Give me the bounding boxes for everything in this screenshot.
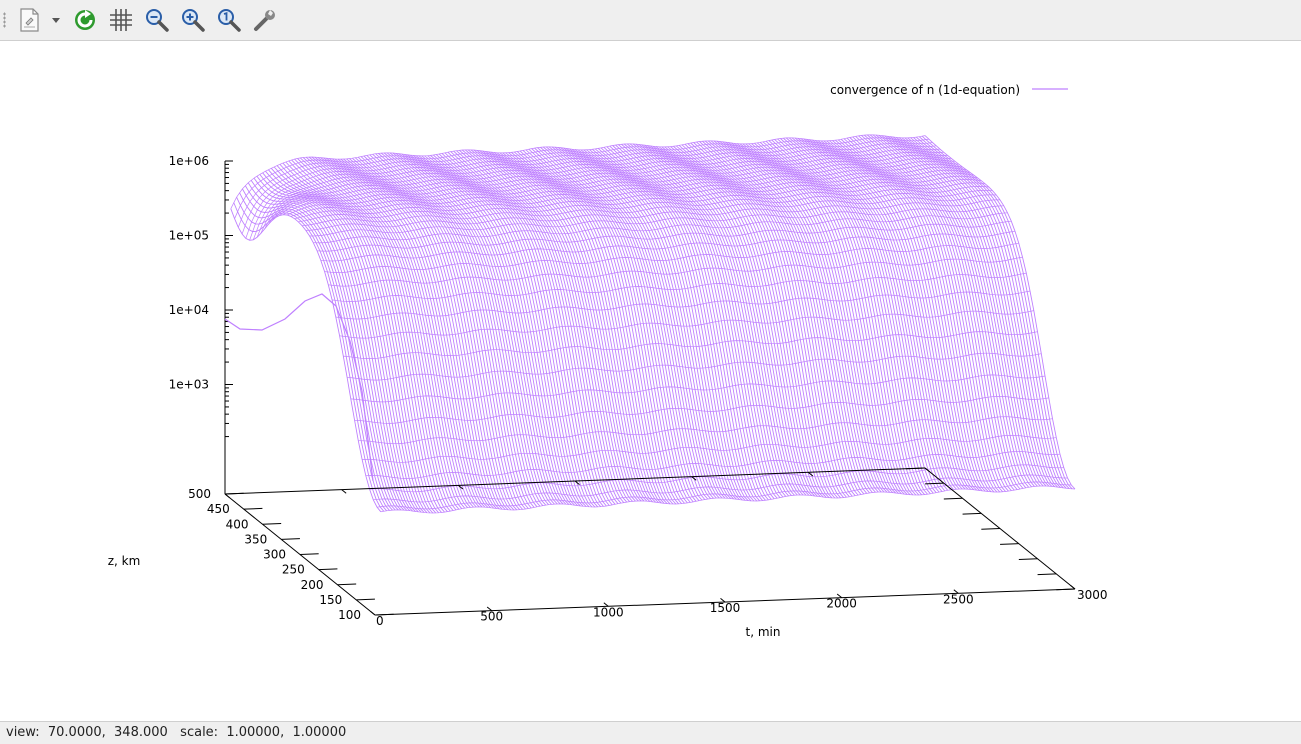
- t-axis-back-tick: [924, 467, 930, 473]
- t-axis-back-tick: [574, 480, 580, 486]
- z-axis-tick: [374, 613, 394, 616]
- z-axis-right-tick: [906, 467, 926, 470]
- z-axis-tick: [262, 523, 282, 525]
- grid-icon[interactable]: [106, 5, 136, 35]
- t-axis-back-tick: [691, 476, 697, 481]
- t-axis-tick: [720, 597, 726, 603]
- z-axis-right-tick: [962, 512, 982, 515]
- t-axis-back-tick: [458, 484, 464, 490]
- t-axis-tick-label: 2000: [826, 597, 857, 611]
- zoom-fit-icon[interactable]: [214, 5, 244, 35]
- z-axis-tick-label: 350: [244, 532, 267, 546]
- surface-front-profile: [224, 293, 374, 482]
- z-axis-tick: [243, 507, 263, 510]
- z-axis-tick: [337, 583, 357, 586]
- zoom-out-icon[interactable]: [142, 5, 172, 35]
- z-value-tick-label: 1e+03: [169, 378, 209, 392]
- z-value-tick-label: 1e+04: [169, 303, 209, 317]
- t-axis-label: t, min: [746, 625, 781, 639]
- t-axis-tick: [1070, 584, 1076, 590]
- z-value-tick-label: 1e+06: [169, 154, 209, 168]
- z-value-tick-label: 1e+05: [169, 229, 209, 243]
- settings-wrench-icon[interactable]: [250, 5, 280, 35]
- z-axis-right-tick: [1056, 588, 1076, 591]
- z-axis-right-tick: [943, 497, 963, 500]
- surface-mesh: [230, 134, 1076, 514]
- t-axis-tick: [603, 602, 609, 607]
- t-axis-tick: [953, 589, 959, 594]
- t-axis-tick-label: 1500: [710, 601, 741, 615]
- surface-strands: [230, 134, 1076, 514]
- z-axis-tick-label: 250: [282, 563, 305, 577]
- t-axis-tick-label: 500: [480, 610, 503, 624]
- surface-plot: 1e+06 1e+05 1e+04 1e+03 0 500 1000 1500 2000 2500…: [108, 83, 1108, 639]
- t-axis-tick-label: 3000: [1077, 588, 1108, 602]
- t-axis-tick-label: 2500: [943, 592, 974, 606]
- t-axis-tick: [370, 610, 376, 616]
- z-axis-right-tick: [1000, 543, 1019, 545]
- z-axis-tick: [299, 553, 319, 555]
- z-axis-tick-label: 300: [263, 548, 286, 562]
- toolbar-grip[interactable]: [3, 12, 6, 28]
- z-axis-right-tick: [1037, 573, 1057, 576]
- z-axis-label: z, km: [108, 554, 141, 568]
- z-axis-tick: [281, 538, 300, 540]
- z-axis-tick-label: 450: [207, 502, 230, 516]
- z-axis-tick: [356, 598, 375, 601]
- z-axis-tick-label: 400: [226, 517, 249, 531]
- replot-icon[interactable]: [70, 5, 100, 35]
- z-axis-tick-label: 150: [319, 593, 342, 607]
- z-axis-tick-label: 100: [338, 608, 361, 622]
- t-axis-tick-label: 0: [376, 614, 384, 628]
- z-axis-tick-label: 200: [301, 578, 324, 592]
- surface-isolines: [230, 134, 1076, 514]
- plot-canvas[interactable]: 1e+06 1e+05 1e+04 1e+03 0 500 1000 1500 2000 2500…: [0, 40, 1301, 722]
- t-axis-tick: [836, 593, 842, 599]
- t-axis-back-tick: [341, 489, 347, 494]
- z-axis-right-tick: [925, 482, 944, 485]
- zoom-in-icon[interactable]: [178, 5, 208, 35]
- t-axis-back-tick: [808, 471, 814, 477]
- t-axis-back-tick: [224, 493, 230, 499]
- dropdown-arrow-icon[interactable]: [48, 5, 64, 35]
- legend-label: convergence of n (1d-equation): [830, 83, 1020, 97]
- toolbar: [0, 0, 1301, 40]
- z-axis-tick: [224, 492, 244, 495]
- z-axis-tick-label: 500: [188, 487, 211, 501]
- status-bar: view: 70.0000, 348.000 scale: 1.00000, 1…: [0, 722, 1301, 744]
- z-axis-right-tick: [981, 528, 1001, 530]
- t-axis-tick-label: 1000: [593, 605, 624, 619]
- export-icon[interactable]: [14, 5, 44, 35]
- z-axis-right-tick: [1018, 558, 1038, 560]
- t-axis-tick: [486, 606, 492, 612]
- z-axis-tick: [318, 568, 338, 571]
